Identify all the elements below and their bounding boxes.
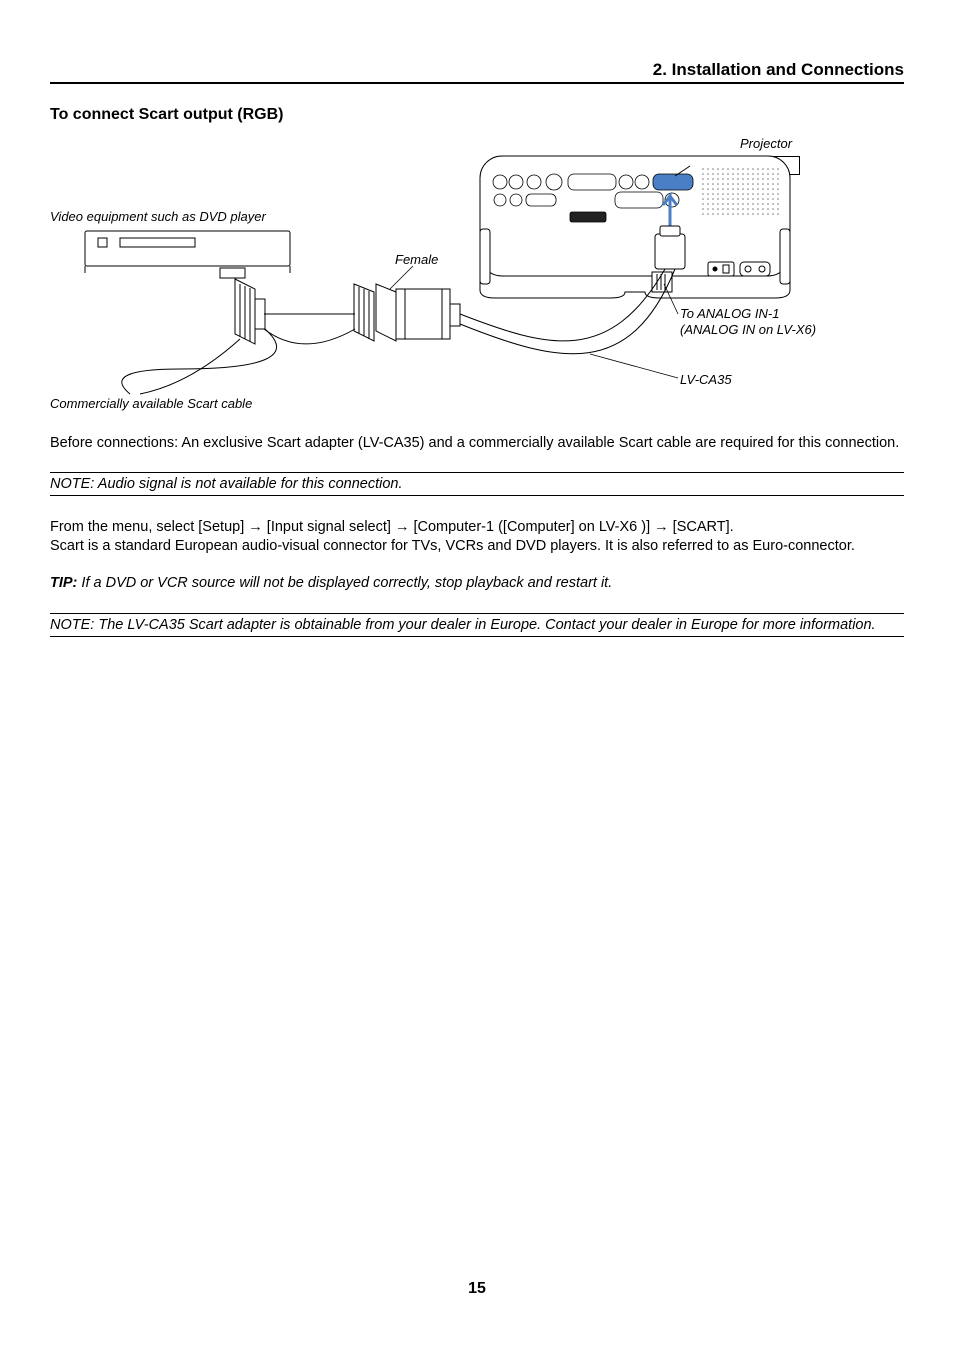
para2-line1: From the menu, select [Setup] → [Input s… <box>50 519 734 535</box>
paragraph-menu: From the menu, select [Setup] → [Input s… <box>50 518 904 557</box>
para2-line2: Scart is a standard European audio-visua… <box>50 538 855 554</box>
connection-diagram: Projector ANALOG IN-1 Video equipment su… <box>50 134 904 424</box>
tip-paragraph: TIP: If a DVD or VCR source will not be … <box>50 575 904 591</box>
section-title: To connect Scart output (RGB) <box>50 106 904 124</box>
note-dealer: NOTE: The LV-CA35 Scart adapter is obtai… <box>50 613 904 637</box>
page-number: 15 <box>0 1280 954 1298</box>
paragraph-before-connections: Before connections: An exclusive Scart a… <box>50 434 904 454</box>
tip-body: If a DVD or VCR source will not be displ… <box>77 575 612 591</box>
tip-label: TIP: <box>50 575 77 591</box>
note-audio: NOTE: Audio signal is not available for … <box>50 472 904 496</box>
chapter-header: 2. Installation and Connections <box>50 60 904 84</box>
diagram-svg <box>50 134 910 424</box>
